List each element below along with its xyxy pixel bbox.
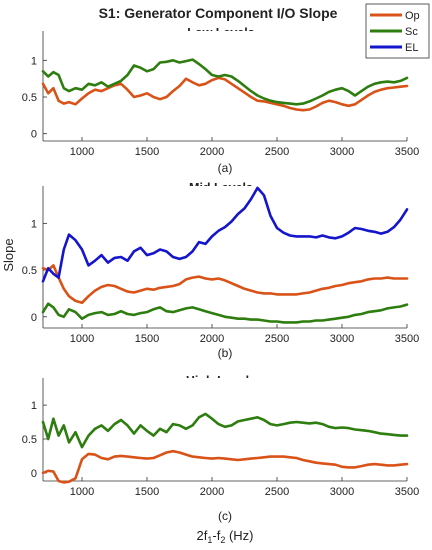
y-tick-label: 0.5 [22, 265, 37, 277]
panel-high-levels: High Levels 00.5110001500200025003000350… [22, 374, 420, 523]
x-tick-label: 1500 [135, 486, 159, 498]
x-axis-label-tail: (Hz) [225, 528, 253, 543]
axes-high-levels: 0 0.5 1 1000 1500 2000 2500 3000 3500 [22, 378, 419, 498]
y-tick-label: 1 [31, 55, 37, 67]
x-tick-label: 3500 [395, 333, 419, 345]
y-tick-label: 0 [31, 312, 37, 324]
x-tick-label: 1000 [70, 486, 94, 498]
legend-label-el: EL [405, 42, 418, 54]
series-line-op-mid-levels [41, 264, 409, 305]
panel-label-c: (c) [218, 509, 232, 523]
x-tick-label: 1000 [70, 146, 94, 158]
x-tick-label: 2500 [265, 486, 289, 498]
plot-area-low-levels [43, 31, 407, 141]
series-line-sc-mid-levels [41, 302, 409, 324]
x-tick-label: 3000 [330, 486, 354, 498]
axes-mid-levels: 0 0.5 1 1000 1500 2000 2500 3000 3500 [22, 186, 419, 345]
y-axis-label: Slope [1, 238, 16, 271]
series-line-op-low-levels [41, 76, 409, 112]
x-axis-label-sub1: 1 [207, 535, 212, 545]
x-tick-label: 2000 [200, 486, 224, 498]
y-tick-label: 1 [31, 400, 37, 412]
legend: Op Sc EL [365, 3, 430, 59]
x-tick-label: 3000 [330, 146, 354, 158]
panel-low-levels: Low Levels 00.51100015002000250030003500… [22, 26, 420, 175]
y-tick-label: 0 [31, 129, 37, 141]
y-tick-label: 0.5 [22, 92, 37, 104]
x-tick-label: 2000 [200, 333, 224, 345]
x-tick-label: 2500 [265, 333, 289, 345]
x-tick-label: 3000 [330, 333, 354, 345]
y-tick-label: 0 [31, 468, 37, 480]
x-tick-label: 1000 [70, 333, 94, 345]
plot-area-high-levels [43, 378, 407, 481]
y-tick-label: 1 [31, 218, 37, 230]
panel-label-a: (a) [218, 161, 233, 175]
x-tick-label: 2500 [265, 146, 289, 158]
lines-low-levels [41, 58, 409, 112]
legend-label-op: Op [405, 10, 420, 22]
series-line-op-high-levels [41, 449, 409, 484]
x-axis-label-mid: -f [212, 528, 220, 543]
x-tick-label: 3500 [395, 146, 419, 158]
legend-label-sc: Sc [405, 26, 418, 38]
axes-low-levels: 0 0.5 1 1000 1500 2000 2500 3000 3500 [22, 31, 419, 158]
lines-mid-levels [41, 186, 409, 324]
x-axis-label-sub2: 2 [220, 535, 225, 545]
x-tick-label: 3500 [395, 486, 419, 498]
x-axis-label-main: 2f [197, 528, 208, 543]
x-tick-label: 1500 [135, 333, 159, 345]
y-tick-label: 0.5 [22, 434, 37, 446]
panel-label-b: (b) [218, 346, 233, 360]
x-tick-label: 1500 [135, 146, 159, 158]
series-line-el-mid-levels [41, 186, 409, 283]
series-line-sc-high-levels [41, 412, 409, 449]
lines-high-levels [41, 412, 409, 484]
panel-mid-levels: Mid Levels 00.51100015002000250030003500… [22, 181, 420, 360]
chart-title: S1: Generator Component I/O Slope [99, 5, 338, 21]
x-axis-label: 2f1-f2 (Hz) [197, 528, 254, 545]
series-line-sc-low-levels [41, 58, 409, 106]
x-tick-label: 2000 [200, 146, 224, 158]
